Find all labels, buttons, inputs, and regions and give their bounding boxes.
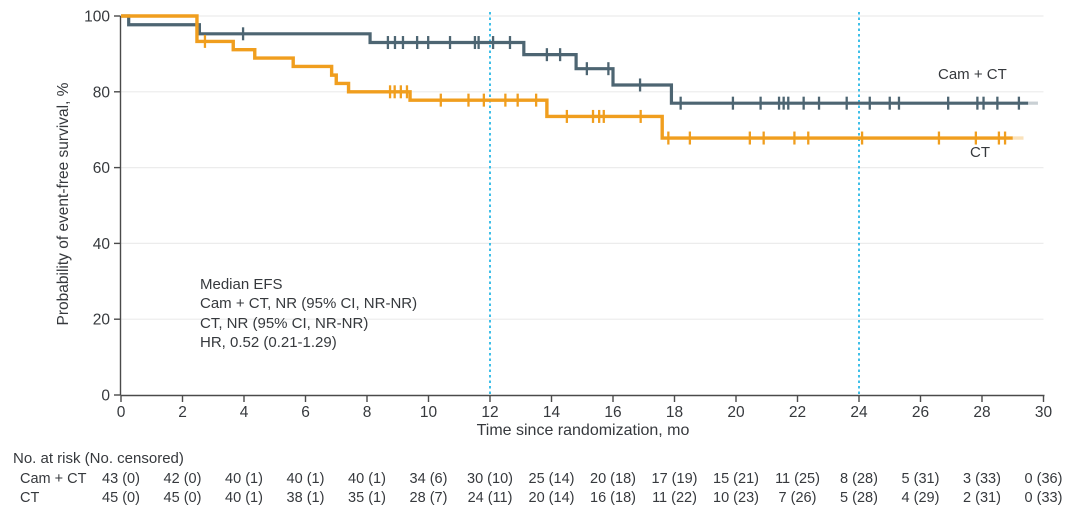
- risk-cell: 17 (19): [651, 471, 698, 487]
- risk-cell: 40 (1): [348, 471, 386, 487]
- risk-cell: 0 (33): [1024, 490, 1063, 506]
- risk-cell: 40 (1): [286, 471, 325, 487]
- risk-cell: 20 (18): [590, 471, 636, 487]
- risk-cell: 8 (28): [840, 471, 878, 487]
- x-tick-label: 0: [117, 404, 126, 421]
- annotation-line-camct: Cam + CT, NR (95% CI, NR-NR): [200, 295, 418, 313]
- risk-cell: 4 (29): [901, 490, 940, 506]
- y-axis-title: Probability of event-free survival, %: [55, 82, 72, 326]
- risk-row-label-camct: Cam + CT: [20, 471, 87, 487]
- risk-cell: 25 (14): [528, 471, 575, 487]
- risk-cell: 5 (31): [901, 471, 940, 487]
- risk-cell: 24 (11): [467, 490, 513, 506]
- x-tick-label: 4: [240, 404, 249, 421]
- risk-cell: 35 (1): [348, 490, 386, 506]
- risk-cell: 40 (1): [225, 471, 263, 487]
- x-tick-label: 14: [543, 404, 561, 421]
- risk-cell: 43 (0): [102, 471, 140, 487]
- x-tick-label: 16: [604, 404, 621, 421]
- x-tick-label: 20: [727, 404, 745, 421]
- survival-curve-ct: [121, 14, 1013, 140]
- y-tick-label: 100: [84, 9, 110, 26]
- x-tick-label: 6: [301, 404, 310, 421]
- x-tick-label: 24: [850, 404, 868, 421]
- risk-cell: 28 (7): [409, 490, 448, 506]
- median-efs-annotation: Median EFS Cam + CT, NR (95% CI, NR-NR) …: [200, 275, 417, 353]
- risk-cell: 30 (10): [467, 471, 513, 487]
- risk-cell: 10 (23): [713, 490, 759, 506]
- risk-cell: 16 (18): [590, 490, 636, 506]
- x-tick-label: 28: [973, 404, 990, 421]
- risk-cell: 15 (21): [713, 471, 759, 487]
- curve-label-camct: Cam + CT: [938, 66, 1007, 83]
- y-tick-label: 80: [93, 84, 111, 101]
- x-tick-label: 26: [912, 404, 929, 421]
- x-tick-label: 10: [420, 404, 438, 421]
- curve-label-ct: CT: [970, 144, 990, 161]
- survival-curve-camct: [121, 14, 1029, 105]
- risk-cell: 45 (0): [102, 490, 140, 506]
- x-tick-label: 12: [481, 404, 498, 421]
- risk-cell: 38 (1): [286, 490, 325, 506]
- y-tick-label: 60: [93, 160, 111, 177]
- risk-cell: 11 (22): [652, 490, 697, 506]
- risk-cell: 3 (33): [963, 471, 1001, 487]
- annotation-line-hr: HR, 0.52 (0.21-1.29): [200, 334, 337, 352]
- x-tick-label: 22: [789, 404, 806, 421]
- x-tick-label: 30: [1035, 404, 1053, 421]
- risk-row-label-ct: CT: [20, 490, 40, 506]
- annotation-line-median: Median EFS: [200, 276, 283, 293]
- risk-cell: 42 (0): [163, 471, 202, 487]
- risk-cell: 45 (0): [163, 490, 202, 506]
- risk-cell: 40 (1): [225, 490, 263, 506]
- risk-table-header: No. at risk (No. censored): [13, 450, 184, 467]
- risk-cell: 5 (28): [840, 490, 878, 506]
- risk-cell: 2 (31): [963, 490, 1001, 506]
- risk-cell: 0 (36): [1024, 471, 1063, 487]
- x-tick-label: 2: [178, 404, 187, 421]
- y-tick-label: 20: [93, 312, 111, 329]
- x-tick-label: 8: [363, 404, 372, 421]
- risk-cell: 7 (26): [778, 490, 817, 506]
- y-tick-label: 0: [101, 388, 110, 405]
- y-tick-label: 40: [93, 236, 111, 253]
- x-tick-label: 18: [666, 404, 683, 421]
- x-axis-title: Time since randomization, mo: [476, 422, 690, 439]
- risk-cell: 34 (6): [409, 471, 448, 487]
- risk-cell: 11 (25): [775, 471, 820, 487]
- annotation-line-ct: CT, NR (95% CI, NR-NR): [200, 314, 369, 332]
- risk-cell: 20 (14): [528, 490, 575, 506]
